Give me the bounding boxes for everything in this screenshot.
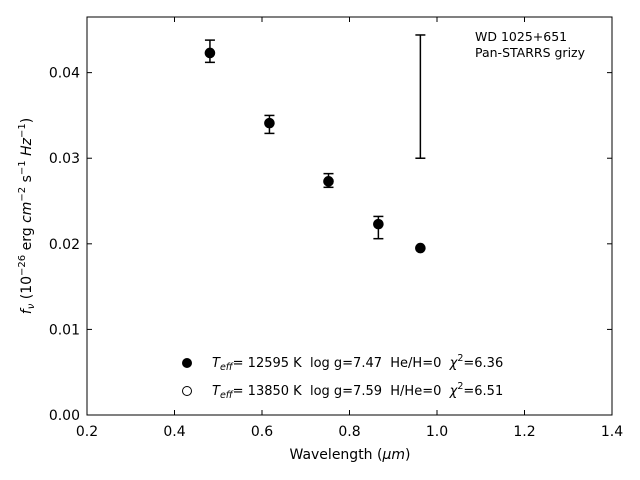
- legend-marker-filled: [182, 358, 192, 368]
- x-label-close: ): [405, 447, 410, 463]
- y-label-s: s: [19, 175, 35, 187]
- x-tick-label: 0.6: [251, 424, 273, 440]
- y-label-exp-s: −1: [17, 160, 28, 175]
- y-label-f: f: [19, 307, 35, 314]
- y-tick-label: 0.00: [49, 408, 80, 424]
- x-label-unit: μm: [381, 447, 405, 463]
- data-marks: [204, 34, 426, 254]
- legend-1-params: = 12595 K log g=7.47 He/H=0: [233, 356, 450, 371]
- legend-entry-1: Teff= 12595 K log g=7.47 He/H=0 χ2=6.36: [212, 353, 503, 373]
- y-tick-label: 0.02: [49, 237, 80, 253]
- legend-marker-open: [182, 386, 192, 396]
- y-label-cm: cm: [19, 202, 35, 223]
- legend-1-chi: χ: [449, 356, 459, 371]
- y-label-exp-cm: −2: [17, 187, 28, 202]
- model-point-filled: [204, 47, 216, 59]
- legend-2-teff: T: [212, 384, 221, 399]
- legend-entry-2: Teff= 13850 K log g=7.59 H/He=0 χ2=6.51: [212, 381, 503, 401]
- model-point-filled: [415, 242, 426, 254]
- legend-2-chi-exp: 2: [457, 381, 463, 392]
- annotation-line-1: WD 1025+651: [475, 29, 567, 44]
- legend: Teff= 12595 K log g=7.47 He/H=0 χ2=6.36 …: [182, 353, 503, 401]
- y-tick-label: 0.01: [49, 322, 80, 338]
- model-point-filled: [373, 218, 384, 230]
- y-axis-label: fν (10−26 erg cm−2 s−1 Hz−1): [17, 118, 37, 314]
- x-tick-label: 1.2: [513, 424, 535, 440]
- y-label-exp-hz: −1: [17, 123, 28, 138]
- legend-2-eff: eff: [220, 390, 234, 401]
- legend-1-chi-exp: 2: [457, 353, 463, 364]
- x-tick-label: 0.8: [338, 424, 360, 440]
- x-tick-label: 1.4: [601, 424, 623, 440]
- y-label-erg: erg: [19, 223, 35, 255]
- y-label-nu: ν: [26, 303, 37, 309]
- y-axis-ticks: 0.00 0.01 0.02 0.03 0.04: [49, 66, 612, 424]
- annotation-line-2: Pan-STARRS grizy: [475, 45, 586, 60]
- y-label-exp-26: −26: [17, 255, 28, 276]
- legend-1-teff: T: [212, 356, 221, 371]
- y-label-prefix: (10: [19, 276, 35, 304]
- x-tick-label: 0.2: [76, 424, 98, 440]
- y-tick-label: 0.04: [49, 66, 80, 82]
- model-point-filled: [264, 117, 275, 129]
- x-tick-label: 1.0: [426, 424, 448, 440]
- y-label-close: ): [19, 118, 35, 123]
- x-axis-ticks: 0.2 0.4 0.6 0.8 1.0 1.2 1.4: [76, 17, 623, 440]
- y-tick-label: 0.03: [49, 151, 80, 167]
- legend-2-chi: χ: [449, 384, 459, 399]
- legend-2-chi-value: =6.51: [463, 384, 503, 399]
- x-tick-label: 0.4: [163, 424, 185, 440]
- legend-1-chi-value: =6.36: [463, 356, 503, 371]
- legend-1-eff: eff: [220, 362, 234, 373]
- legend-2-params: = 13850 K log g=7.59 H/He=0: [233, 384, 450, 399]
- x-label-main: Wavelength (: [290, 447, 383, 463]
- model-point-filled: [323, 176, 334, 187]
- x-axis-label: Wavelength (μm): [290, 447, 411, 463]
- y-label-hz: Hz: [19, 137, 35, 160]
